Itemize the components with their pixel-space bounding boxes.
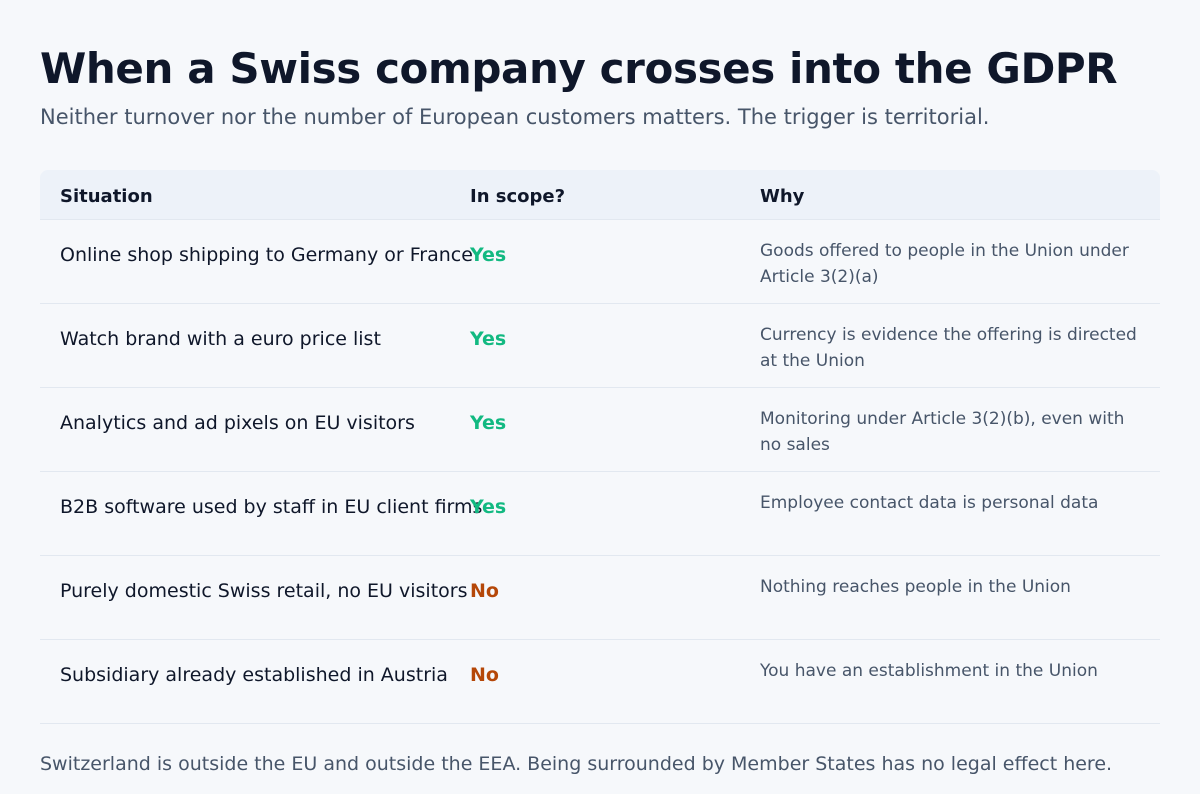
table-row: Analytics and ad pixels on EU visitors Y…	[40, 388, 1160, 472]
column-header-why: Why	[760, 186, 805, 207]
in-scope-yes: Yes	[470, 244, 507, 266]
page-title: When a Swiss company crosses into the GD…	[40, 44, 1118, 93]
why-cell: Goods offered to people in the Union und…	[760, 241, 1129, 287]
column-header-in-scope: In scope?	[470, 186, 566, 207]
in-scope-yes: Yes	[470, 496, 507, 518]
situation-cell: Subsidiary already established in Austri…	[60, 664, 448, 686]
situation-cell: Online shop shipping to Germany or Franc…	[60, 244, 473, 266]
footer-note: Switzerland is outside the EU and outsid…	[40, 753, 1113, 775]
table-row: Watch brand with a euro price list Yes C…	[40, 304, 1160, 388]
scope-table: Situation In scope? Why Online shop ship…	[40, 170, 1160, 724]
table-header: Situation In scope? Why	[40, 170, 1160, 220]
in-scope-no: No	[470, 580, 499, 602]
table-row: Purely domestic Swiss retail, no EU visi…	[40, 556, 1160, 640]
why-cell: Employee contact data is personal data	[760, 493, 1099, 513]
in-scope-yes: Yes	[470, 412, 507, 434]
column-header-situation: Situation	[60, 186, 153, 207]
table-row: Subsidiary already established in Austri…	[40, 640, 1160, 724]
why-cell: Nothing reaches people in the Union	[760, 577, 1071, 597]
in-scope-yes: Yes	[470, 328, 507, 350]
situation-cell: Purely domestic Swiss retail, no EU visi…	[60, 580, 468, 602]
table-row: B2B software used by staff in EU client …	[40, 472, 1160, 556]
page-subtitle: Neither turnover nor the number of Europ…	[40, 105, 990, 129]
situation-cell: Watch brand with a euro price list	[60, 328, 381, 350]
situation-cell: B2B software used by staff in EU client …	[60, 496, 483, 518]
why-cell: Monitoring under Article 3(2)(b), even w…	[760, 409, 1125, 455]
in-scope-no: No	[470, 664, 499, 686]
why-cell: You have an establishment in the Union	[760, 661, 1098, 681]
table-row: Online shop shipping to Germany or Franc…	[40, 220, 1160, 304]
situation-cell: Analytics and ad pixels on EU visitors	[60, 412, 415, 434]
why-cell: Currency is evidence the offering is dir…	[760, 325, 1137, 371]
